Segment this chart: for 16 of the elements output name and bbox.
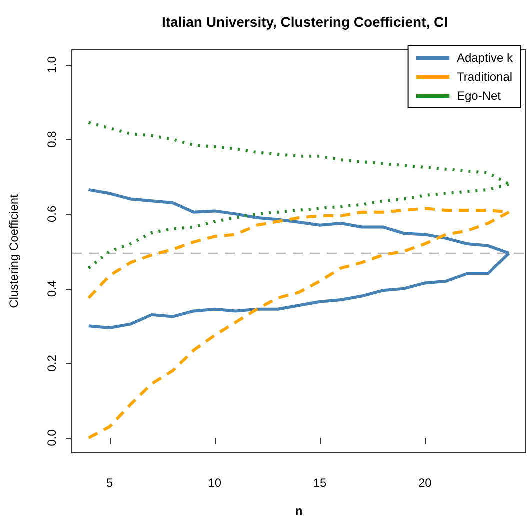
y-axis-title: Clustering Coefficient	[7, 194, 21, 308]
x-tick-label: 20	[418, 476, 432, 490]
y-tick-label: 0.8	[45, 130, 59, 148]
y-tick-label: 0.2	[45, 354, 59, 372]
chart-title: Italian University, Clustering Coefficient, CI	[162, 14, 448, 30]
legend-label: Traditional	[456, 70, 513, 84]
x-axis-title: n	[295, 504, 303, 518]
y-tick-label: 0.4	[45, 280, 59, 298]
legend-label: Adaptive k	[456, 51, 514, 65]
y-tick-label: 1.0	[45, 56, 59, 74]
legend-label: Ego-Net	[456, 89, 502, 103]
x-tick-label: 10	[208, 476, 222, 490]
y-tick-label: 0.6	[45, 206, 59, 223]
y-tick-label: 0.0	[45, 429, 59, 446]
x-tick-label: 15	[313, 476, 328, 490]
x-tick-label: 5	[106, 476, 114, 490]
